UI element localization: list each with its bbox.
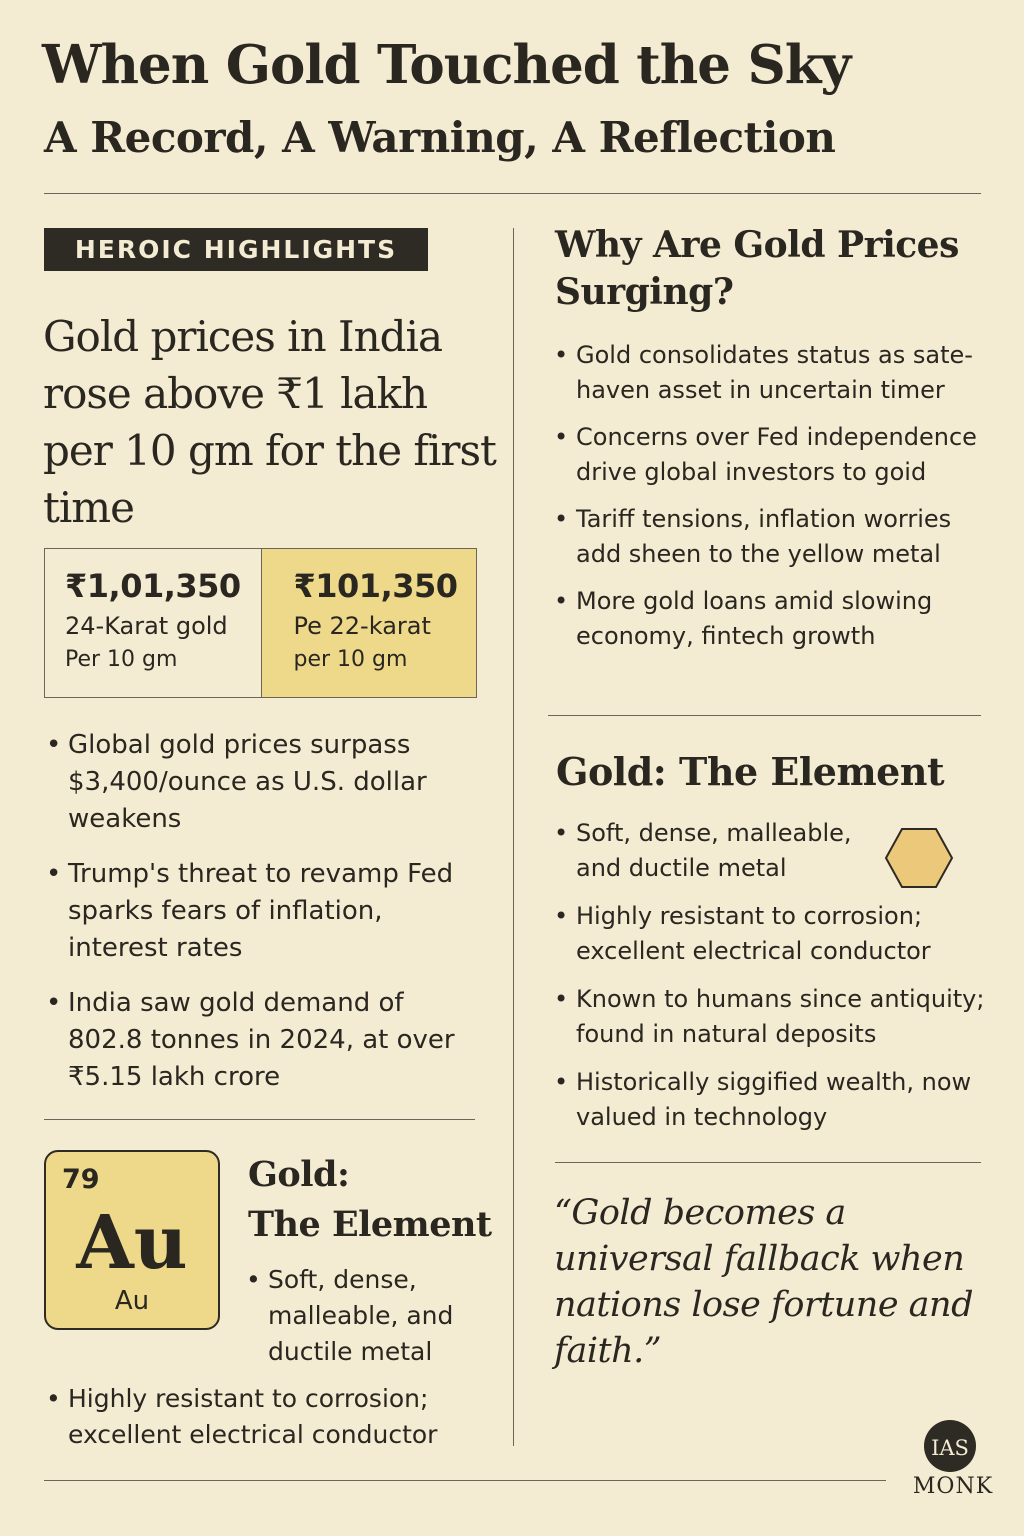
price-amount: ₹1,01,350	[65, 567, 241, 605]
price-amount: ₹101,350	[293, 567, 459, 605]
price-label: 24-Karat gold	[65, 612, 228, 640]
right-divider	[548, 715, 981, 716]
element-symbol-small: Au	[114, 1286, 150, 1316]
element-title: Gold: The Element	[248, 1150, 508, 1250]
element-facts-list: Soft, dense, malleable, and ductile meta…	[552, 816, 1012, 1148]
price-22k: ₹101,350 Pe 22-karat per 10 gm	[260, 549, 476, 697]
logo-text: MONK	[912, 1474, 994, 1499]
pull-quote: “Gold becomes a universal fallback when …	[554, 1193, 974, 1371]
list-item: Highly resistant to corrosion; excellent…	[44, 1381, 504, 1453]
price-unit: Per 10 gm	[65, 647, 178, 672]
page-title: When Gold Touched the Sky	[42, 34, 851, 96]
element-heading: Gold: The Element	[556, 749, 945, 794]
why-heading: Why Are Gold Prices Surging?	[555, 224, 959, 313]
atomic-number: 79	[62, 1164, 100, 1195]
column-divider	[513, 228, 514, 1446]
list-item: Gold consolidates status as sate-haven a…	[552, 338, 1002, 408]
list-item: India saw gold demand of 802.8 tonnes in…	[44, 985, 484, 1096]
price-box: ₹1,01,350 24-Karat gold Per 10 gm ₹101,3…	[44, 548, 477, 698]
element-symbol: Au	[76, 1200, 188, 1286]
list-item: Known to humans since antiquity; found i…	[552, 982, 1012, 1052]
element-properties-list-extra: Highly resistant to corrosion; excellent…	[44, 1381, 504, 1453]
periodic-element-card: 79 Au Au	[44, 1150, 220, 1330]
section-tag: HEROIC HIGHLIGHTS	[44, 228, 428, 271]
price-label: Pe 22-karat	[293, 612, 431, 640]
element-title-line1: Gold:	[248, 1154, 350, 1195]
logo-mark-text: IAS	[931, 1436, 969, 1460]
list-item: Tariff tensions, inflation worries add s…	[552, 502, 1002, 572]
ias-logo-icon: IAS	[924, 1420, 976, 1472]
list-item: More gold loans amid slowing economy, fi…	[552, 584, 1002, 654]
highlights-list: Global gold prices surpass $3,400/ounce …	[44, 727, 484, 1114]
list-item: Highly resistant to corrosion; excellent…	[552, 899, 1012, 969]
element-properties-list: Soft, dense, malleable, and ductile meta…	[244, 1262, 484, 1370]
left-divider	[44, 1119, 475, 1120]
price-24k: ₹1,01,350 24-Karat gold Per 10 gm	[45, 549, 261, 697]
list-item: Global gold prices surpass $3,400/ounce …	[44, 727, 484, 838]
headline: Gold prices in India rose above ₹1 lakh …	[43, 312, 497, 532]
price-unit: per 10 gm	[293, 647, 408, 672]
list-item: Soft, dense, malleable, and ductile meta…	[552, 816, 876, 886]
quote-divider	[555, 1162, 981, 1163]
page-subtitle: A Record, A Warning, A Reflection	[44, 113, 836, 162]
reasons-list: Gold consolidates status as sate-haven a…	[552, 338, 1002, 666]
list-item: Soft, dense, malleable, and ductile meta…	[244, 1262, 484, 1370]
logo-circle	[924, 1420, 976, 1472]
hexagon-shape	[884, 828, 954, 888]
footer-divider	[44, 1480, 886, 1481]
list-item: Historically siggified wealth, now value…	[552, 1065, 1012, 1135]
header-divider	[44, 193, 981, 194]
list-item: Concerns over Fed independence drive glo…	[552, 420, 1002, 490]
gold-hexagon-icon	[884, 828, 954, 888]
list-item: Trump's threat to revamp Fed sparks fear…	[44, 856, 484, 967]
element-title-line2: The Element	[248, 1204, 492, 1245]
